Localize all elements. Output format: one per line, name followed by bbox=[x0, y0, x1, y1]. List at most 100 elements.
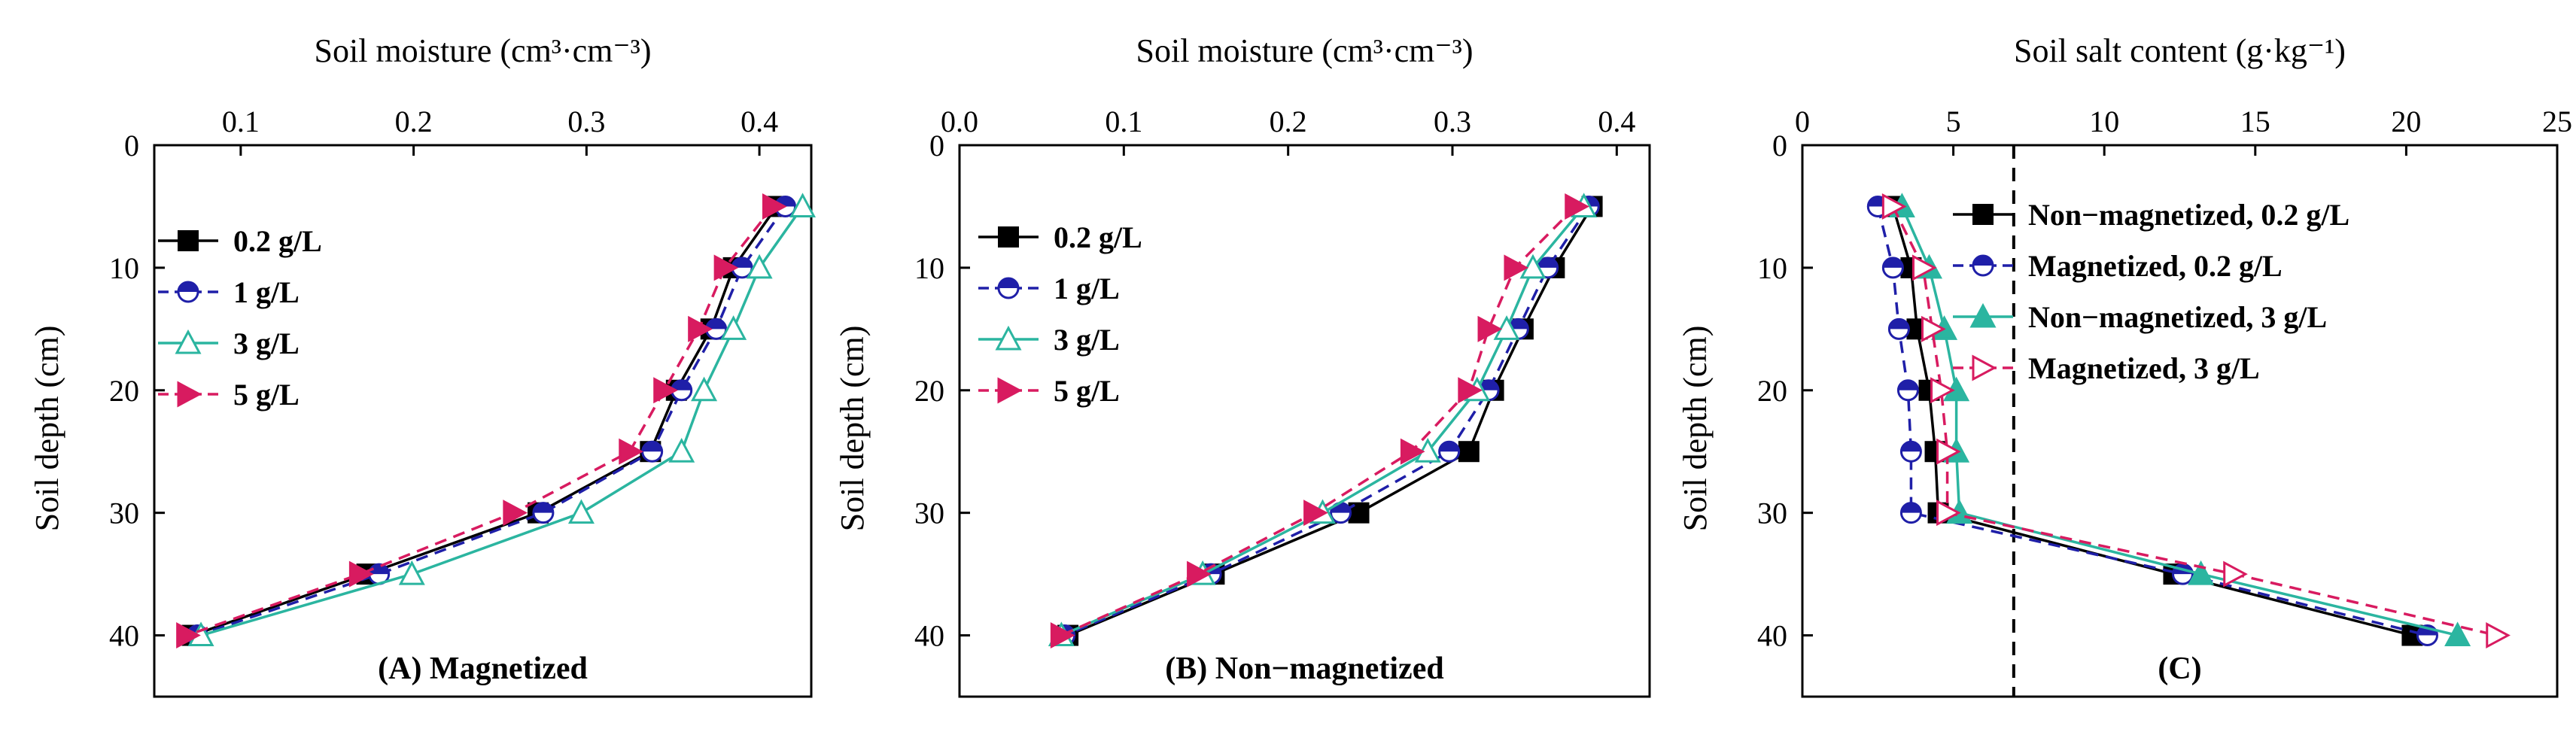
legend-marker bbox=[177, 381, 202, 408]
data-point bbox=[2444, 621, 2471, 647]
data-point bbox=[503, 500, 528, 527]
legend-entry: Magnetized, 0.2 g/L bbox=[1953, 249, 2283, 283]
legend-marker bbox=[1972, 204, 1994, 225]
x-tick-label: 10 bbox=[2089, 105, 2119, 138]
y-tick-label: 0 bbox=[1772, 129, 1787, 162]
x-tick-label: 0.2 bbox=[1270, 105, 1307, 138]
marker-half-fill bbox=[1439, 442, 1459, 452]
marker-half-fill bbox=[1479, 380, 1499, 390]
data-point bbox=[688, 315, 713, 342]
x-tick-label: 0.3 bbox=[567, 105, 605, 138]
marker-half-fill bbox=[706, 319, 726, 330]
panel-label: (A) Magnetized bbox=[378, 651, 588, 686]
x-tick-label: 0.0 bbox=[941, 105, 978, 138]
marker-half-fill bbox=[1508, 319, 1528, 330]
data-point bbox=[567, 499, 595, 524]
y-tick-label: 30 bbox=[109, 497, 139, 530]
x-tick-label: 25 bbox=[2542, 105, 2572, 138]
series-2 bbox=[186, 195, 797, 647]
marker-half-fill bbox=[1537, 257, 1558, 268]
data-point bbox=[348, 560, 374, 588]
y-tick-label: 20 bbox=[914, 374, 944, 408]
legend-marker bbox=[178, 230, 199, 251]
data-point bbox=[1899, 440, 1922, 463]
legend-marker bbox=[997, 277, 1020, 299]
y-tick-label: 40 bbox=[914, 619, 944, 653]
plot-frame bbox=[1801, 144, 2559, 698]
legend-label: 0.2 g/L bbox=[233, 224, 322, 258]
data-point bbox=[1493, 315, 1520, 340]
x-axis-title: Soil moisture (cm³·cm⁻³) bbox=[1136, 32, 1474, 69]
x-axis-title: Soil moisture (cm³·cm⁻³) bbox=[315, 32, 652, 69]
legend-marker bbox=[1972, 254, 1994, 277]
plot-frame bbox=[958, 144, 1651, 698]
legend-marker bbox=[1969, 302, 1997, 328]
marker-half-fill bbox=[369, 564, 389, 575]
y-tick-label: 10 bbox=[1757, 251, 1787, 285]
data-point bbox=[1899, 502, 1922, 524]
data-point bbox=[1881, 257, 1904, 279]
data-point bbox=[1921, 315, 1946, 342]
series-line bbox=[1891, 205, 2498, 637]
x-tick-label: 20 bbox=[2391, 105, 2421, 138]
marker-half-fill bbox=[1883, 257, 1903, 268]
data-point bbox=[1930, 377, 1955, 404]
legend-label: 1 g/L bbox=[233, 275, 300, 309]
legend-marker bbox=[997, 377, 1023, 404]
y-tick-label: 0 bbox=[929, 129, 944, 162]
data-point bbox=[1504, 254, 1529, 281]
y-tick-label: 10 bbox=[914, 251, 944, 285]
data-point bbox=[398, 560, 425, 585]
legend-entry: Non−magnetized, 3 g/L bbox=[1953, 300, 2327, 334]
series-line bbox=[1060, 205, 1577, 637]
x-axis-title: Soil salt content (g·kg⁻¹) bbox=[2014, 32, 2346, 69]
legend-marker bbox=[1972, 354, 1997, 381]
legend-entry: 3 g/L bbox=[978, 323, 1120, 357]
data-point bbox=[641, 440, 664, 463]
legend-label: Magnetized, 3 g/L bbox=[2028, 351, 2260, 385]
chart-panel-c: 0 5 10 15 20 25 0 10 20 30 40 Soil salt content (g·… bbox=[1677, 32, 2572, 698]
chart-panel-a: 0.1 0.2 0.3 0.4 0 10 20 30 40 Soil moisture (cm³·… bbox=[29, 32, 817, 698]
legend-label: 5 g/L bbox=[1054, 374, 1120, 408]
data-point bbox=[1187, 560, 1212, 588]
data-point bbox=[653, 377, 678, 404]
legend-marker bbox=[175, 329, 202, 354]
data-point bbox=[2223, 560, 2248, 588]
x-tick-label: 15 bbox=[2240, 105, 2270, 138]
legend-entry: 3 g/L bbox=[158, 326, 300, 360]
y-tick-label: 0 bbox=[124, 129, 139, 162]
data-point bbox=[1887, 317, 1910, 340]
marker-half-fill bbox=[732, 257, 753, 268]
legend-entry: 0.2 g/L bbox=[978, 220, 1142, 254]
marker-half-fill bbox=[1889, 319, 1909, 330]
legend-marker bbox=[995, 325, 1022, 351]
legend-entry: 5 g/L bbox=[978, 374, 1120, 408]
data-point bbox=[1911, 254, 1937, 281]
x-tick-label: 0.1 bbox=[222, 105, 260, 138]
series-4 bbox=[1050, 193, 1589, 649]
x-tick-label: 0.3 bbox=[1434, 105, 1471, 138]
legend-label: 3 g/L bbox=[233, 326, 300, 360]
series-line bbox=[191, 205, 778, 637]
data-point bbox=[746, 254, 773, 279]
y-tick-label: 20 bbox=[109, 374, 139, 408]
data-point bbox=[619, 438, 643, 465]
x-tick-label: 0.4 bbox=[741, 105, 778, 138]
legend-label: Magnetized, 0.2 g/L bbox=[2028, 249, 2283, 283]
y-tick-label: 30 bbox=[1757, 497, 1787, 530]
x-tick-label: 0 bbox=[1795, 105, 1810, 138]
panel-label: (C) bbox=[2158, 651, 2201, 686]
data-point bbox=[1458, 377, 1483, 404]
data-point bbox=[2188, 560, 2215, 585]
marker-half-fill bbox=[178, 282, 198, 292]
marker-half-fill bbox=[999, 278, 1018, 288]
data-point bbox=[762, 193, 787, 220]
data-point bbox=[713, 254, 739, 281]
legend-entry: Magnetized, 3 g/L bbox=[1953, 351, 2260, 385]
legend-label: Non−magnetized, 0.2 g/L bbox=[2028, 198, 2349, 232]
marker-half-fill bbox=[1898, 380, 1918, 390]
series-line bbox=[196, 205, 786, 637]
series-4 bbox=[176, 193, 787, 649]
legend-entry: 5 g/L bbox=[158, 378, 300, 412]
